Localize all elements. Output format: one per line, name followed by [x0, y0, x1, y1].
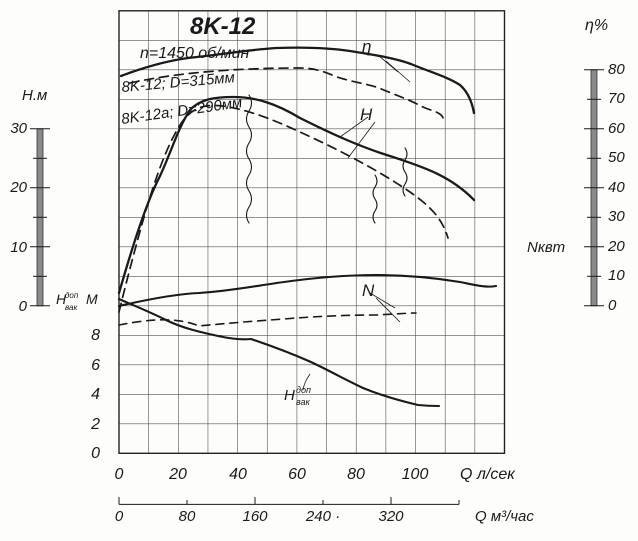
svg-text:80: 80 — [608, 61, 625, 78]
svg-text:100: 100 — [402, 466, 429, 483]
svg-text:М: М — [86, 291, 98, 307]
svg-text:10: 10 — [608, 267, 625, 284]
svg-text:H.м: H.м — [22, 87, 47, 104]
svg-text:320: 320 — [378, 508, 404, 525]
svg-text:η: η — [362, 37, 371, 56]
svg-text:Q м³/час: Q м³/час — [475, 508, 534, 525]
svg-text:доп: доп — [65, 291, 79, 300]
svg-text:50: 50 — [608, 149, 625, 166]
svg-text:4: 4 — [91, 386, 100, 403]
svg-text:6: 6 — [91, 357, 100, 374]
svg-text:8: 8 — [91, 327, 100, 344]
svg-text:40: 40 — [229, 466, 247, 483]
svg-text:70: 70 — [608, 90, 625, 107]
svg-text:20: 20 — [168, 466, 187, 483]
svg-text:0: 0 — [19, 298, 28, 315]
svg-text:n=1450 об/мин: n=1450 об/мин — [140, 45, 249, 62]
svg-text:0: 0 — [91, 445, 100, 462]
svg-text:Nквт: Nквт — [527, 239, 565, 256]
svg-text:60: 60 — [608, 120, 625, 137]
svg-text:80: 80 — [179, 508, 196, 525]
svg-text:60: 60 — [288, 466, 306, 483]
svg-text:2: 2 — [90, 416, 100, 433]
svg-text:0: 0 — [608, 297, 617, 314]
svg-text:0: 0 — [115, 466, 124, 483]
svg-text:8K-12: 8K-12 — [190, 13, 256, 40]
svg-text:0: 0 — [115, 508, 124, 525]
svg-text:вак: вак — [65, 303, 78, 312]
svg-text:160: 160 — [242, 508, 268, 525]
svg-text:N: N — [362, 281, 375, 300]
svg-text:Q л/сек: Q л/сек — [460, 466, 516, 483]
svg-text:20: 20 — [9, 179, 27, 196]
svg-text:H: H — [284, 387, 295, 404]
svg-text:30: 30 — [10, 120, 27, 137]
svg-text:240 ·: 240 · — [305, 508, 340, 525]
svg-text:40: 40 — [608, 179, 625, 196]
svg-text:30: 30 — [608, 208, 625, 225]
svg-text:10: 10 — [10, 239, 27, 256]
svg-text:вак: вак — [296, 397, 311, 407]
svg-text:20: 20 — [607, 238, 625, 255]
svg-text:η%: η% — [585, 17, 608, 34]
svg-text:80: 80 — [347, 466, 365, 483]
